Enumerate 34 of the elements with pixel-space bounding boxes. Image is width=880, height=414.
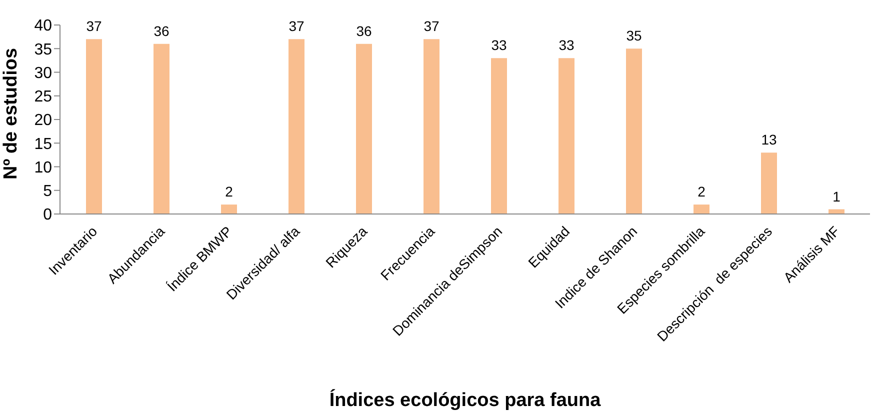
- y-tick-label: 5: [43, 183, 52, 200]
- bar: [221, 204, 237, 214]
- y-tick-label: 35: [34, 41, 52, 58]
- data-label: 1: [832, 188, 841, 204]
- data-label: 2: [698, 184, 706, 200]
- data-label: 33: [558, 37, 574, 54]
- bar: [694, 204, 710, 214]
- data-label: 36: [356, 22, 372, 39]
- y-tick-label: 15: [34, 136, 52, 153]
- bar: [86, 39, 102, 214]
- bar: [558, 58, 574, 214]
- y-tick-label: 30: [34, 64, 52, 82]
- data-label: 37: [288, 18, 304, 34]
- y-tick-label: 40: [34, 18, 52, 35]
- data-label: 13: [761, 132, 777, 148]
- data-label: 37: [424, 18, 440, 34]
- bar: [154, 44, 170, 214]
- y-tick-label: 10: [34, 159, 52, 176]
- bar: [288, 39, 304, 214]
- x-axis-title: Índices ecológicos para fauna: [329, 389, 602, 411]
- y-axis-title: Nº de estudios: [0, 48, 22, 180]
- data-label: 35: [626, 28, 642, 44]
- data-label: 36: [154, 22, 170, 39]
- y-tick-label: 20: [34, 112, 52, 130]
- bar: [626, 48, 642, 214]
- bar: [491, 58, 507, 214]
- data-label: 2: [225, 184, 234, 200]
- bar: [424, 39, 440, 214]
- y-tick-label: 25: [34, 88, 52, 106]
- data-label: 37: [86, 18, 102, 34]
- data-label: 33: [491, 37, 507, 54]
- y-tick-label: 0: [43, 206, 52, 224]
- bar: [356, 44, 372, 214]
- bar: [761, 152, 777, 214]
